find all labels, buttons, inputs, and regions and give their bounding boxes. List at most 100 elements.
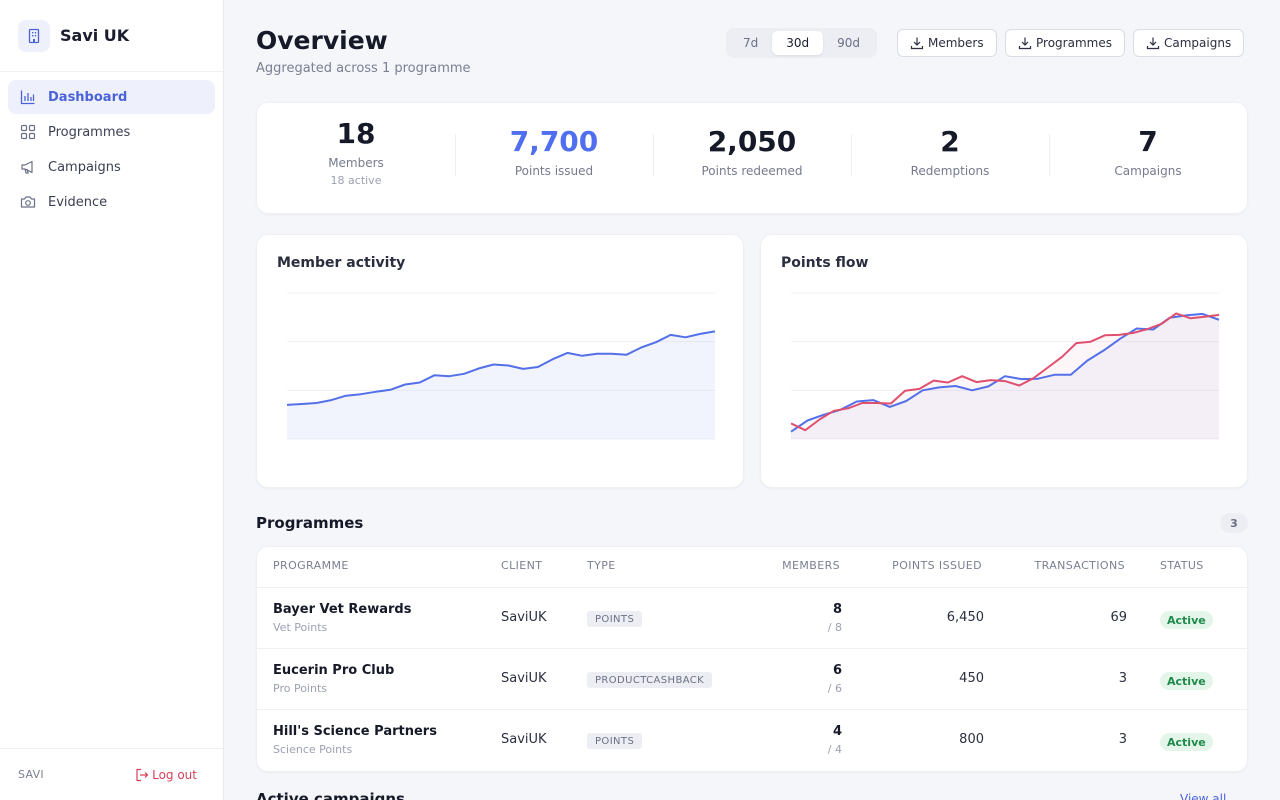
programme-type-badge: POINTS (587, 733, 643, 749)
range-7d-button[interactable]: 7d (743, 36, 759, 50)
logout-icon (136, 768, 149, 781)
series-area (287, 331, 715, 439)
stat-campaigns: 7 Campaigns (1049, 128, 1247, 188)
stat-members: 18 Members 18 active (257, 117, 455, 188)
brand: Savi UK (0, 0, 223, 72)
series-line (790, 312, 1220, 432)
sidebar-item-label: Evidence (48, 194, 108, 210)
column-header: POINTS ISSUED (892, 559, 982, 572)
programme-points-name: Science Points (273, 743, 353, 756)
chart-title: Member activity (277, 255, 406, 271)
date-range-selector: 7d 30d 90d (726, 28, 878, 58)
export-campaigns-button[interactable]: Campaigns (1133, 29, 1245, 57)
stat-redemptions: 2 Redemptions (851, 128, 1049, 188)
stat-sub: 18 active (330, 174, 382, 187)
programme-members-total: / 6 (827, 682, 842, 695)
programmes-table: PROGRAMME CLIENT TYPE MEMBERS POINTS ISS… (256, 546, 1248, 772)
column-header: CLIENT (501, 559, 543, 572)
column-header: PROGRAMME (273, 559, 349, 572)
series-line (286, 330, 716, 406)
chart-plot (790, 292, 1220, 440)
logout-label: Log out (152, 767, 197, 782)
bar-chart-icon (20, 89, 36, 105)
programme-points-issued: 6,450 (946, 610, 984, 625)
org-label: SAVI (18, 768, 44, 781)
sidebar-item-label: Campaigns (48, 159, 121, 175)
download-icon (910, 37, 924, 50)
chart-title: Points flow (781, 255, 869, 271)
export-label: Campaigns (1164, 36, 1232, 50)
page-subtitle: Aggregated across 1 programme (256, 61, 471, 76)
member-activity-chart: Member activity (256, 234, 744, 488)
sidebar-item-campaigns[interactable]: Campaigns (8, 150, 215, 184)
status-badge: Active (1160, 733, 1213, 751)
table-divider (257, 587, 1247, 588)
programme-points-name: Pro Points (273, 682, 327, 695)
programme-points-issued: 800 (959, 732, 984, 747)
stat-value: 2,050 (707, 125, 797, 158)
stat-label: Points issued (514, 164, 594, 178)
stat-value: 18 (336, 117, 376, 150)
stat-label: Campaigns (1114, 164, 1182, 178)
page-title: Overview (256, 26, 388, 55)
stat-value: 2 (940, 125, 960, 158)
programme-type-badge: POINTS (587, 611, 643, 627)
range-30d-button[interactable]: 30d (772, 31, 824, 55)
sidebar-item-evidence[interactable]: Evidence (8, 185, 215, 219)
sidebar-item-label: Dashboard (48, 89, 128, 105)
table-row[interactable]: Eucerin Pro Club Pro Points SaviUK PRODU… (257, 649, 1247, 710)
download-icon (1018, 37, 1032, 50)
programme-client: SaviUK (501, 671, 547, 686)
stat-label: Points redeemed (701, 164, 803, 178)
grid-icon (20, 124, 36, 140)
programme-members: 8 (832, 602, 842, 617)
programme-name: Eucerin Pro Club (273, 663, 395, 678)
stat-points-issued: 7,700 Points issued (455, 128, 653, 188)
chart-plot (286, 292, 716, 440)
stat-label: Members (328, 156, 384, 170)
points-flow-chart: Points flow (760, 234, 1248, 488)
stat-points-redeemed: 2,050 Points redeemed (653, 128, 851, 188)
export-programmes-button[interactable]: Programmes (1005, 29, 1125, 57)
programme-members: 4 (832, 724, 842, 739)
export-label: Programmes (1036, 36, 1112, 50)
table-row[interactable]: Bayer Vet Rewards Vet Points SaviUK POIN… (257, 588, 1247, 649)
brand-name: Savi UK (60, 26, 130, 45)
column-header: TYPE (587, 559, 616, 572)
programme-members-total: / 4 (827, 743, 842, 756)
megaphone-icon (20, 159, 36, 175)
programme-points-name: Vet Points (273, 621, 328, 634)
programme-transactions: 69 (1110, 610, 1127, 625)
export-members-button[interactable]: Members (897, 29, 997, 57)
programmes-count-badge: 3 (1220, 513, 1248, 533)
status-badge: Active (1160, 611, 1213, 629)
programme-transactions: 3 (1118, 732, 1127, 747)
column-header: TRANSACTIONS (1034, 559, 1125, 572)
table-row[interactable]: Hill's Science Partners Science Points S… (257, 710, 1247, 771)
sidebar: Savi UK Dashboard Programmes Campaigns E… (0, 0, 224, 800)
sidebar-nav: Dashboard Programmes Campaigns Evidence (0, 72, 223, 228)
status-badge: Active (1160, 672, 1213, 690)
range-90d-button[interactable]: 90d (837, 36, 861, 50)
active-campaigns-title: Active campaigns (256, 790, 405, 800)
stat-value: 7,700 (509, 125, 599, 158)
programme-name: Hill's Science Partners (273, 724, 437, 739)
stat-label: Redemptions (910, 164, 990, 178)
sidebar-item-label: Programmes (48, 124, 131, 140)
programme-name: Bayer Vet Rewards (273, 602, 412, 617)
sidebar-item-dashboard[interactable]: Dashboard (8, 80, 215, 114)
view-all-link[interactable]: View all (1180, 792, 1227, 800)
sidebar-item-programmes[interactable]: Programmes (8, 115, 215, 149)
stats-card: 18 Members 18 active 7,700 Points issued… (256, 102, 1248, 214)
programme-members-total: / 8 (827, 621, 842, 634)
export-label: Members (928, 36, 984, 50)
programme-transactions: 3 (1118, 671, 1127, 686)
programme-type-badge: PRODUCTCASHBACK (587, 672, 713, 688)
stat-value: 7 (1138, 125, 1158, 158)
programme-client: SaviUK (501, 610, 547, 625)
camera-icon (20, 194, 36, 210)
programme-members: 6 (832, 663, 842, 678)
column-header: STATUS (1160, 559, 1204, 572)
building-icon (18, 19, 50, 52)
logout-button[interactable]: Log out (135, 768, 197, 782)
